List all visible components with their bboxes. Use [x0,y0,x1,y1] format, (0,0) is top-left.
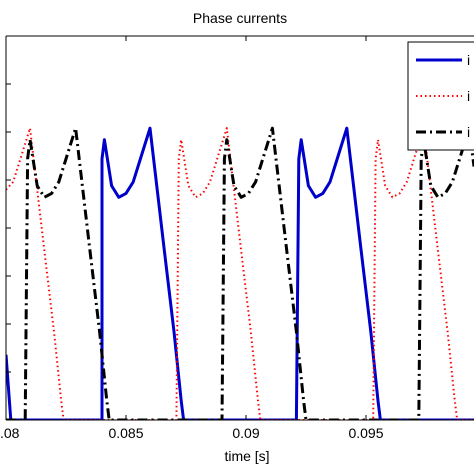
x-tick-label: 0.095 [348,425,383,441]
legend-label: i [467,88,470,104]
series-line-2 [6,127,474,420]
x-tick-label: 0.085 [108,425,143,441]
series-line-1 [6,126,474,420]
legend-label: i [467,52,470,68]
x-axis-label: time [s] [224,448,269,464]
series-line-3 [6,126,474,420]
x-tick-label: 0.09 [232,425,259,441]
legend-label: i [467,124,470,140]
legend-box [407,41,474,151]
x-tick-label: .08 [0,425,20,441]
legend: i i i [407,41,474,151]
chart-title: Phase currents [193,10,287,26]
